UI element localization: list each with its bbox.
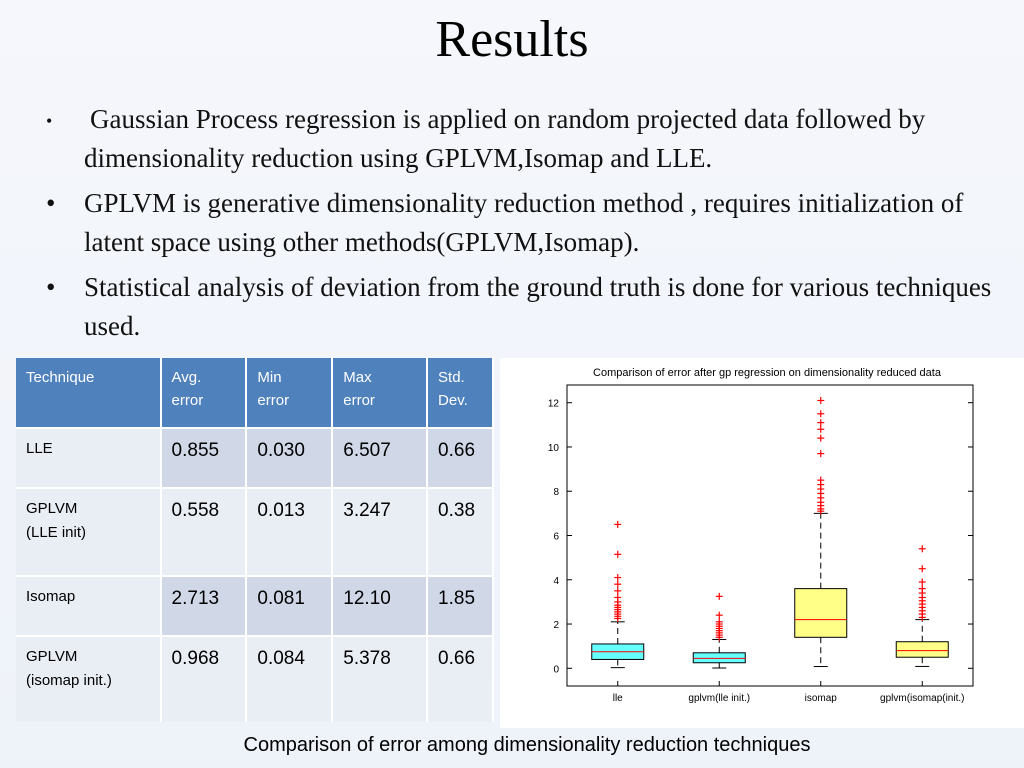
std-dev-cell: 0.66	[427, 427, 494, 488]
min-error-cell: 0.084	[246, 635, 334, 722]
bullet-glyph: •	[46, 272, 56, 302]
max-error-cell: 5.378	[332, 635, 429, 722]
boxplot-svg: Comparison of error after gp regression …	[548, 367, 974, 704]
avg-error-cell: 0.558	[160, 487, 248, 576]
slide-title: Results	[435, 11, 589, 68]
column-header: Max error	[332, 358, 429, 428]
x-tick-label: gplvm(isomap(init.)	[880, 693, 964, 704]
bullet-text: Statistical analysis of deviation from t…	[84, 272, 992, 341]
table-row: GPLVM (isomap init.) 0.968 0.084 5.378 0.…	[16, 635, 494, 722]
min-error-cell: 0.013	[246, 487, 334, 576]
box	[794, 588, 848, 638]
max-error-cell: 6.507	[332, 427, 429, 488]
technique-cell: GPLVM (LLE init)	[16, 487, 162, 576]
y-tick-label: 10	[548, 443, 560, 454]
y-tick-label: 4	[553, 576, 559, 587]
y-tick-label: 2	[553, 620, 559, 631]
technique-cell: GPLVM (isomap init.)	[16, 635, 162, 722]
column-header: Avg. error	[160, 358, 248, 428]
y-tick-label: 6	[553, 532, 559, 543]
bullet-item: • Gaussian Process regression is applied…	[40, 100, 1000, 178]
min-error-cell: 0.081	[246, 575, 334, 636]
bullet-glyph: •	[46, 188, 56, 218]
column-header: Std. Dev.	[427, 358, 494, 428]
table-header-row: Technique Avg. error Min error Max error St…	[16, 358, 494, 428]
max-error-cell: 3.247	[332, 487, 429, 576]
technique-cell: LLE	[16, 427, 162, 488]
std-dev-cell: 0.66	[427, 635, 494, 722]
box	[692, 652, 746, 664]
bullet-item: • GPLVM is generative dimensionality red…	[40, 184, 1000, 262]
bullet-glyph: •	[46, 111, 53, 131]
std-dev-cell: 1.85	[427, 575, 494, 636]
figure-caption: Comparison of error among dimensionality…	[243, 734, 811, 756]
technique-cell: Isomap	[16, 575, 162, 636]
column-header: Technique	[16, 358, 162, 428]
table-row: GPLVM (LLE init) 0.558 0.013 3.247 0.38	[16, 487, 494, 576]
max-error-cell: 12.10	[332, 575, 429, 636]
avg-error-cell: 0.968	[160, 635, 248, 722]
table-row: LLE 0.855 0.030 6.507 0.66	[16, 427, 494, 488]
avg-error-cell: 2.713	[160, 575, 248, 636]
table-row: Isomap 2.713 0.081 12.10 1.85	[16, 575, 494, 636]
std-dev-cell: 0.38	[427, 487, 494, 576]
bullet-text: GPLVM is generative dimensionality reduc…	[84, 188, 964, 257]
x-tick-label: isomap	[805, 693, 838, 704]
avg-error-cell: 0.855	[160, 427, 248, 488]
bullet-text: Gaussian Process regression is applied o…	[84, 104, 926, 173]
y-tick-label: 0	[553, 664, 559, 675]
chart-title: Comparison of error after gp regression …	[593, 367, 942, 379]
box	[895, 641, 949, 658]
x-tick-label: lle	[613, 693, 623, 704]
y-tick-label: 12	[548, 399, 560, 410]
x-tick-label: gplvm(lle init.)	[688, 693, 750, 704]
column-header: Min error	[246, 358, 334, 428]
bullet-list: • Gaussian Process regression is applied…	[40, 100, 1000, 352]
y-tick-label: 8	[553, 487, 559, 498]
min-error-cell: 0.030	[246, 427, 334, 488]
plot-frame	[566, 384, 974, 687]
results-table: Technique Avg. error Min error Max error St…	[16, 358, 494, 722]
boxplot-chart: Comparison of error after gp regression …	[500, 358, 1024, 728]
bullet-item: • Statistical analysis of deviation from…	[40, 268, 1000, 346]
